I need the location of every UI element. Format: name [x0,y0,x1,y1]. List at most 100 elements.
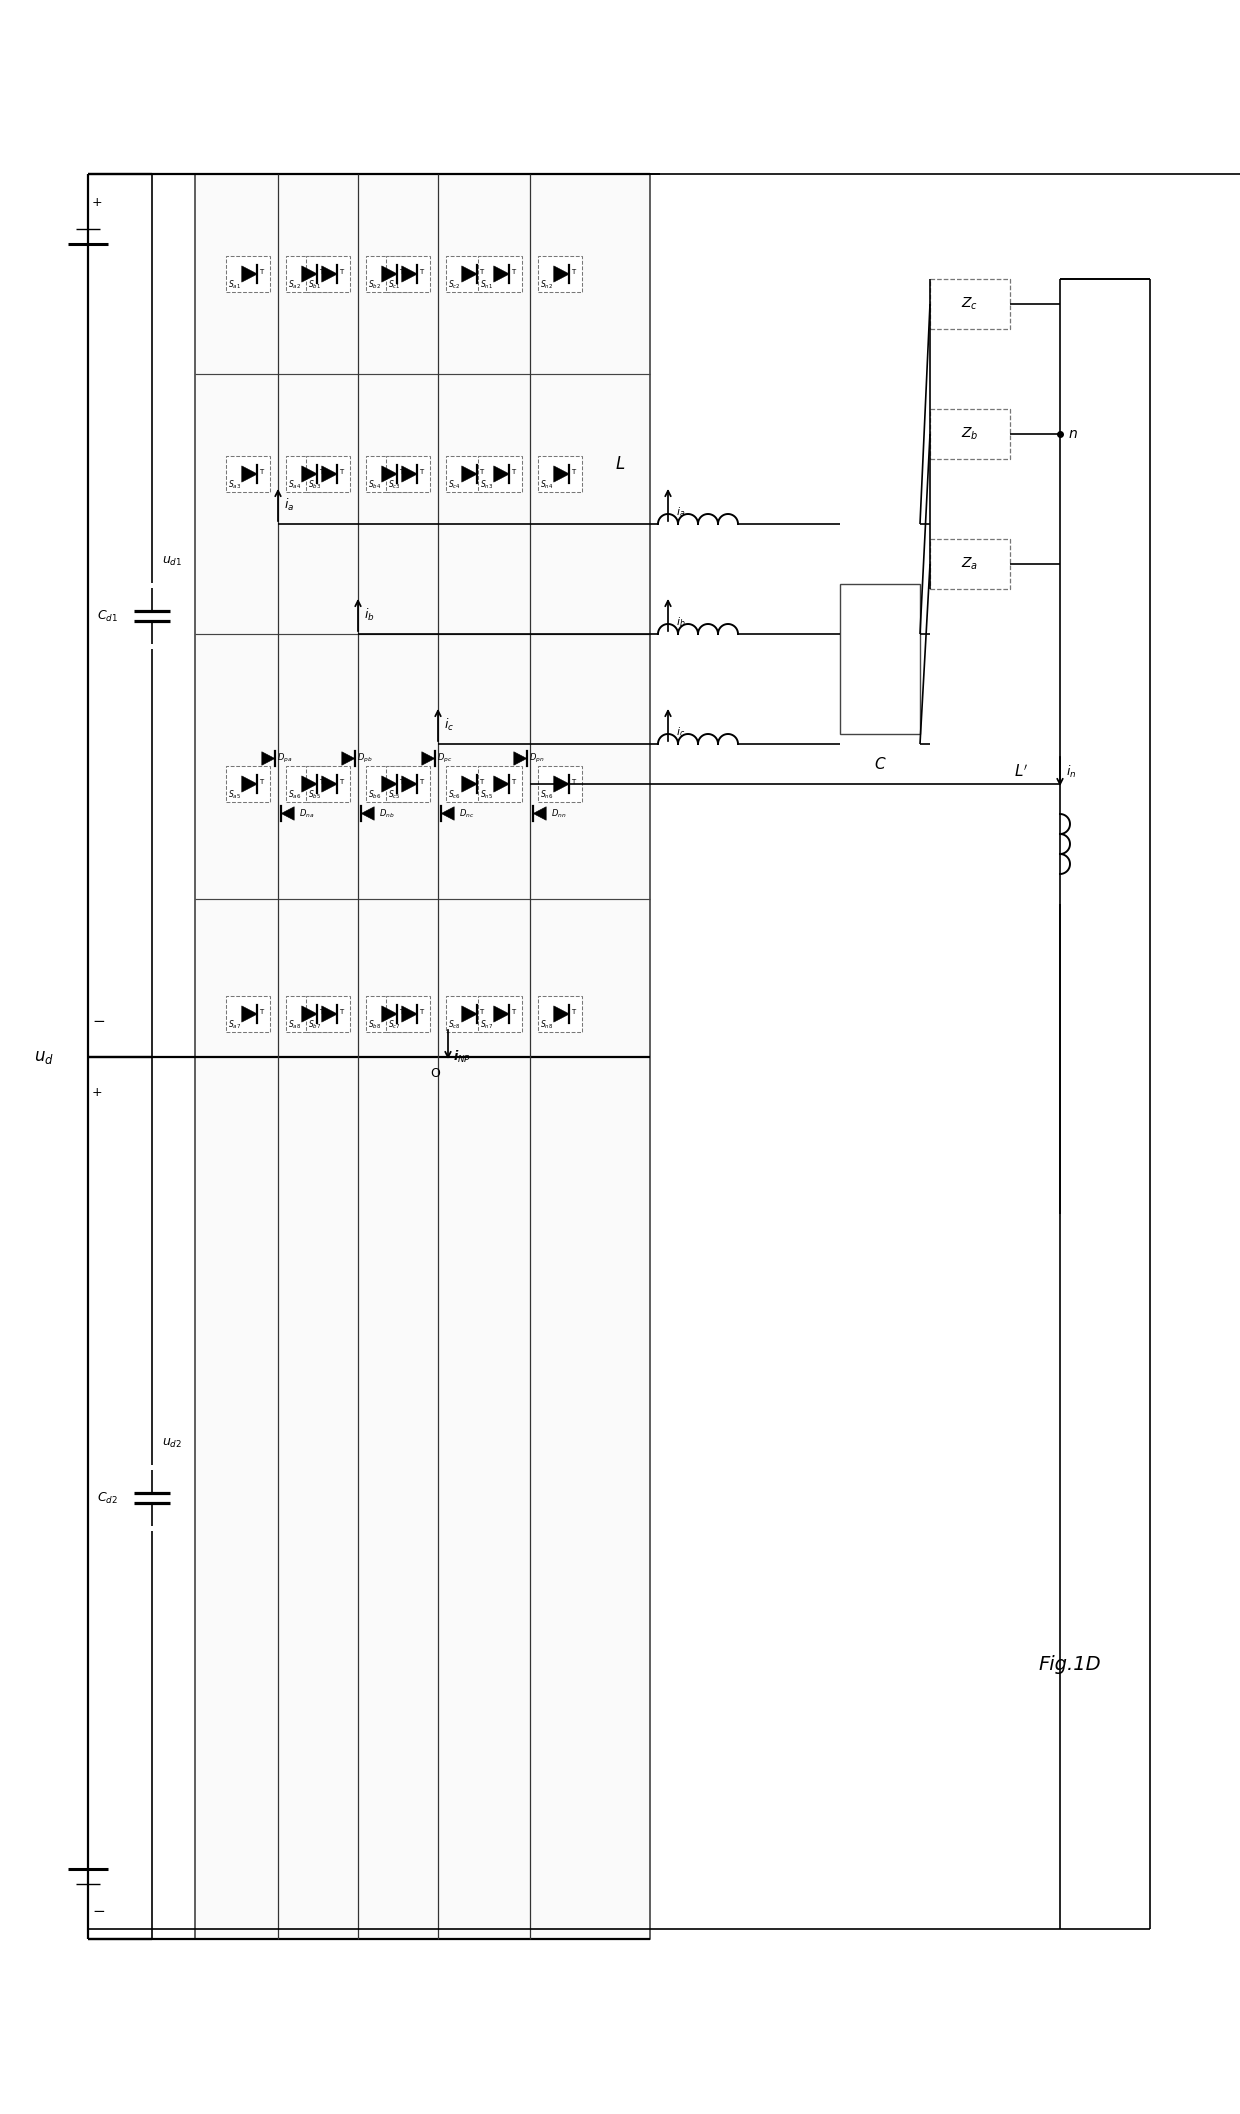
Polygon shape [402,465,418,482]
Text: O: O [430,1068,440,1080]
Text: $S_{b5}$: $S_{b5}$ [308,789,321,801]
Bar [477,765,522,801]
Text: T: T [339,469,343,476]
Text: $S_{b6}$: $S_{b6}$ [368,789,382,801]
Text: $S_{a5}$: $S_{a5}$ [228,789,241,801]
Text: $S_{b7}$: $S_{b7}$ [308,1019,321,1032]
Text: T: T [399,1008,403,1015]
Text: −: − [92,1015,104,1030]
Text: T: T [570,469,575,476]
Text: T: T [399,780,403,786]
Polygon shape [554,1006,569,1021]
Polygon shape [461,1006,477,1021]
Text: T: T [511,469,516,476]
Bar [366,765,410,801]
Polygon shape [494,465,510,482]
Polygon shape [321,465,337,482]
Text: $S_{n5}$: $S_{n5}$ [480,789,494,801]
Bar [446,457,490,493]
Text: T: T [570,1008,575,1015]
Polygon shape [242,465,258,482]
Text: $n$: $n$ [1068,427,1078,442]
Text: $S_{b2}$: $S_{b2}$ [368,279,381,292]
Text: T: T [479,1008,484,1015]
Text: $S_{b8}$: $S_{b8}$ [368,1019,381,1032]
Text: $L$: $L$ [615,455,625,474]
Text: $D_{nb}$: $D_{nb}$ [379,808,396,820]
Text: $S_{c1}$: $S_{c1}$ [388,279,401,292]
Text: $S_{n8}$: $S_{n8}$ [539,1019,553,1032]
Text: $S_{n4}$: $S_{n4}$ [539,478,553,490]
Text: T: T [479,469,484,476]
Text: T: T [419,780,423,786]
Text: T: T [479,780,484,786]
Text: Fig.1D: Fig.1D [1039,1655,1101,1674]
Polygon shape [301,1006,317,1021]
Polygon shape [513,753,527,765]
Text: T: T [259,268,263,275]
Polygon shape [494,776,510,793]
Bar [538,457,582,493]
Bar [477,256,522,292]
Bar [286,256,330,292]
Polygon shape [382,465,397,482]
Text: $S_{a6}$: $S_{a6}$ [288,789,301,801]
Polygon shape [301,266,317,281]
Bar [477,996,522,1032]
Text: +: + [92,1084,103,1099]
Text: T: T [259,780,263,786]
Polygon shape [554,776,569,793]
Text: T: T [399,268,403,275]
Text: T: T [419,469,423,476]
Polygon shape [301,465,317,482]
Text: $S_{c2}$: $S_{c2}$ [448,279,461,292]
Bar [306,457,350,493]
Text: $\boldsymbol{i}_{NP}$: $\boldsymbol{i}_{NP}$ [453,1049,471,1065]
Bar [226,996,270,1032]
Text: $S_{a2}$: $S_{a2}$ [288,279,301,292]
Text: T: T [339,268,343,275]
Text: $S_{c7}$: $S_{c7}$ [388,1019,401,1032]
Polygon shape [321,776,337,793]
Text: $S_{a4}$: $S_{a4}$ [288,478,301,490]
Bar [446,256,490,292]
Text: $S_{b3}$: $S_{b3}$ [308,478,321,490]
Bar [446,765,490,801]
Polygon shape [321,1006,337,1021]
Text: T: T [339,1008,343,1015]
Polygon shape [242,1006,258,1021]
Text: $i_b$: $i_b$ [676,615,686,628]
Text: $S_{c3}$: $S_{c3}$ [388,478,401,490]
Text: T: T [319,1008,324,1015]
Text: $D_{na}$: $D_{na}$ [299,808,315,820]
Polygon shape [461,266,477,281]
Bar [386,996,430,1032]
Text: T: T [570,268,575,275]
Text: T: T [479,268,484,275]
Text: T: T [570,780,575,786]
Text: T: T [511,780,516,786]
Text: $i_a$: $i_a$ [676,505,686,518]
Polygon shape [461,465,477,482]
Bar [306,765,350,801]
Text: $S_{c4}$: $S_{c4}$ [448,478,461,490]
Bar [386,765,430,801]
Text: $D_{pa}$: $D_{pa}$ [278,753,293,765]
Text: $S_{a8}$: $S_{a8}$ [288,1019,301,1032]
Text: T: T [339,780,343,786]
Bar [839,583,920,734]
Text: $C$: $C$ [874,757,887,772]
Text: $S_{n2}$: $S_{n2}$ [539,279,553,292]
Bar [930,539,1011,590]
Bar [286,765,330,801]
Bar [286,457,330,493]
Bar [226,457,270,493]
Text: $S_{a3}$: $S_{a3}$ [228,478,241,490]
Bar [306,256,350,292]
Polygon shape [402,1006,418,1021]
Polygon shape [242,266,258,281]
Bar [477,457,522,493]
Text: $D_{nc}$: $D_{nc}$ [459,808,475,820]
Text: $i_c$: $i_c$ [676,725,686,740]
Polygon shape [382,776,397,793]
